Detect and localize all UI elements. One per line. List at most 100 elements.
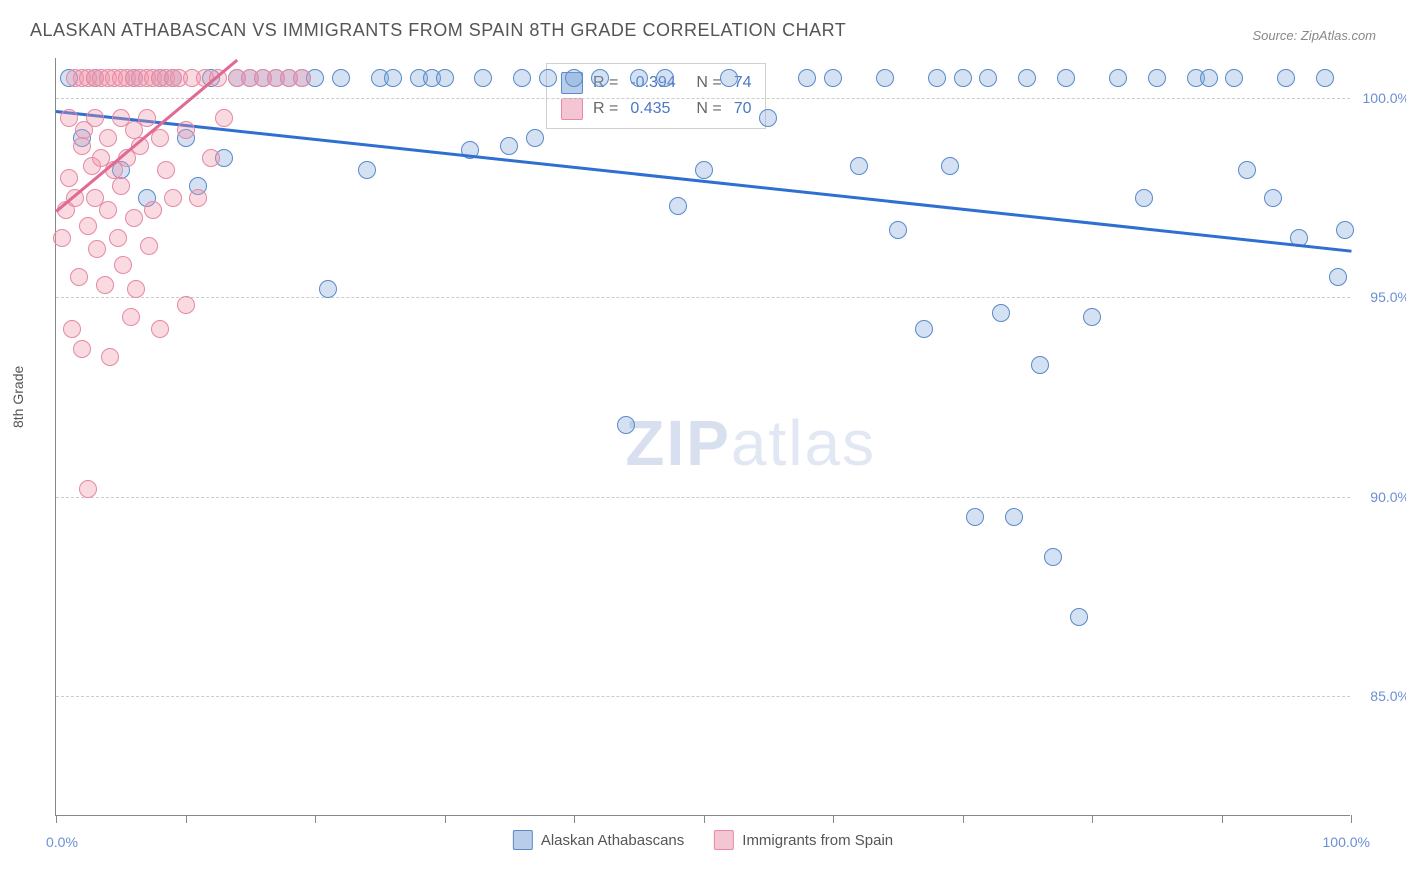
ytick-label: 85.0% [1370,688,1406,704]
n-value: 70 [734,100,752,118]
data-point [1316,69,1334,87]
data-point [60,169,78,187]
bottom-legend-item: Immigrants from Spain [714,830,893,850]
data-point [889,221,907,239]
data-point [1083,308,1101,326]
legend-label: Immigrants from Spain [742,832,893,849]
xtick-mark [963,815,964,823]
data-point [293,69,311,87]
data-point [1200,69,1218,87]
data-point [127,280,145,298]
legend-swatch [714,830,734,850]
data-point [824,69,842,87]
xtick-mark [315,815,316,823]
data-point [1225,69,1243,87]
xtick-mark [56,815,57,823]
data-point [1070,608,1088,626]
xtick-mark [1092,815,1093,823]
data-point [617,416,635,434]
data-point [941,157,959,175]
data-point [436,69,454,87]
data-point [1031,356,1049,374]
data-point [109,229,127,247]
data-point [1005,508,1023,526]
legend-swatch [513,830,533,850]
ytick-label: 90.0% [1370,489,1406,505]
data-point [60,109,78,127]
data-point [79,480,97,498]
xaxis-max-label: 100.0% [1323,834,1370,850]
data-point [138,109,156,127]
data-point [720,69,738,87]
data-point [70,268,88,286]
data-point [630,69,648,87]
data-point [1044,548,1062,566]
data-point [526,129,544,147]
chart-title: ALASKAN ATHABASCAN VS IMMIGRANTS FROM SP… [30,20,846,41]
xtick-mark [186,815,187,823]
data-point [850,157,868,175]
xtick-mark [704,815,705,823]
data-point [125,209,143,227]
yaxis-label: 8th Grade [10,366,26,428]
legend-label: Alaskan Athabascans [541,832,684,849]
data-point [79,217,97,235]
xtick-mark [833,815,834,823]
data-point [992,304,1010,322]
data-point [1277,69,1295,87]
r-label: R = [593,100,618,118]
data-point [539,69,557,87]
data-point [319,280,337,298]
data-point [112,177,130,195]
gridline [56,497,1350,498]
data-point [500,137,518,155]
gridline [56,297,1350,298]
data-point [73,340,91,358]
data-point [1109,69,1127,87]
data-point [114,256,132,274]
watermark: ZIPatlas [625,406,876,480]
data-point [122,308,140,326]
xtick-mark [574,815,575,823]
data-point [88,240,106,258]
data-point [157,161,175,179]
data-point [513,69,531,87]
legend-stats-row: R = 0.435 N = 70 [561,96,751,122]
r-value: 0.435 [630,100,686,118]
xaxis-min-label: 0.0% [46,834,78,850]
data-point [591,69,609,87]
data-point [1135,189,1153,207]
data-point [384,69,402,87]
data-point [759,109,777,127]
data-point [1148,69,1166,87]
data-point [669,197,687,215]
data-point [1329,268,1347,286]
data-point [979,69,997,87]
data-point [86,109,104,127]
data-point [202,149,220,167]
data-point [177,121,195,139]
n-label: N = [696,74,721,92]
data-point [73,137,91,155]
data-point [1264,189,1282,207]
n-label: N = [696,100,721,118]
bottom-legend-item: Alaskan Athabascans [513,830,684,850]
data-point [177,296,195,314]
data-point [954,69,972,87]
data-point [565,69,583,87]
data-point [140,237,158,255]
data-point [695,161,713,179]
gridline [56,696,1350,697]
xtick-mark [1222,815,1223,823]
xtick-mark [445,815,446,823]
data-point [915,320,933,338]
data-point [99,129,117,147]
data-point [1238,161,1256,179]
data-point [332,69,350,87]
chart-source: Source: ZipAtlas.com [1252,28,1376,43]
data-point [215,109,233,127]
xtick-mark [1351,815,1352,823]
ytick-label: 95.0% [1370,289,1406,305]
data-point [53,229,71,247]
data-point [928,69,946,87]
